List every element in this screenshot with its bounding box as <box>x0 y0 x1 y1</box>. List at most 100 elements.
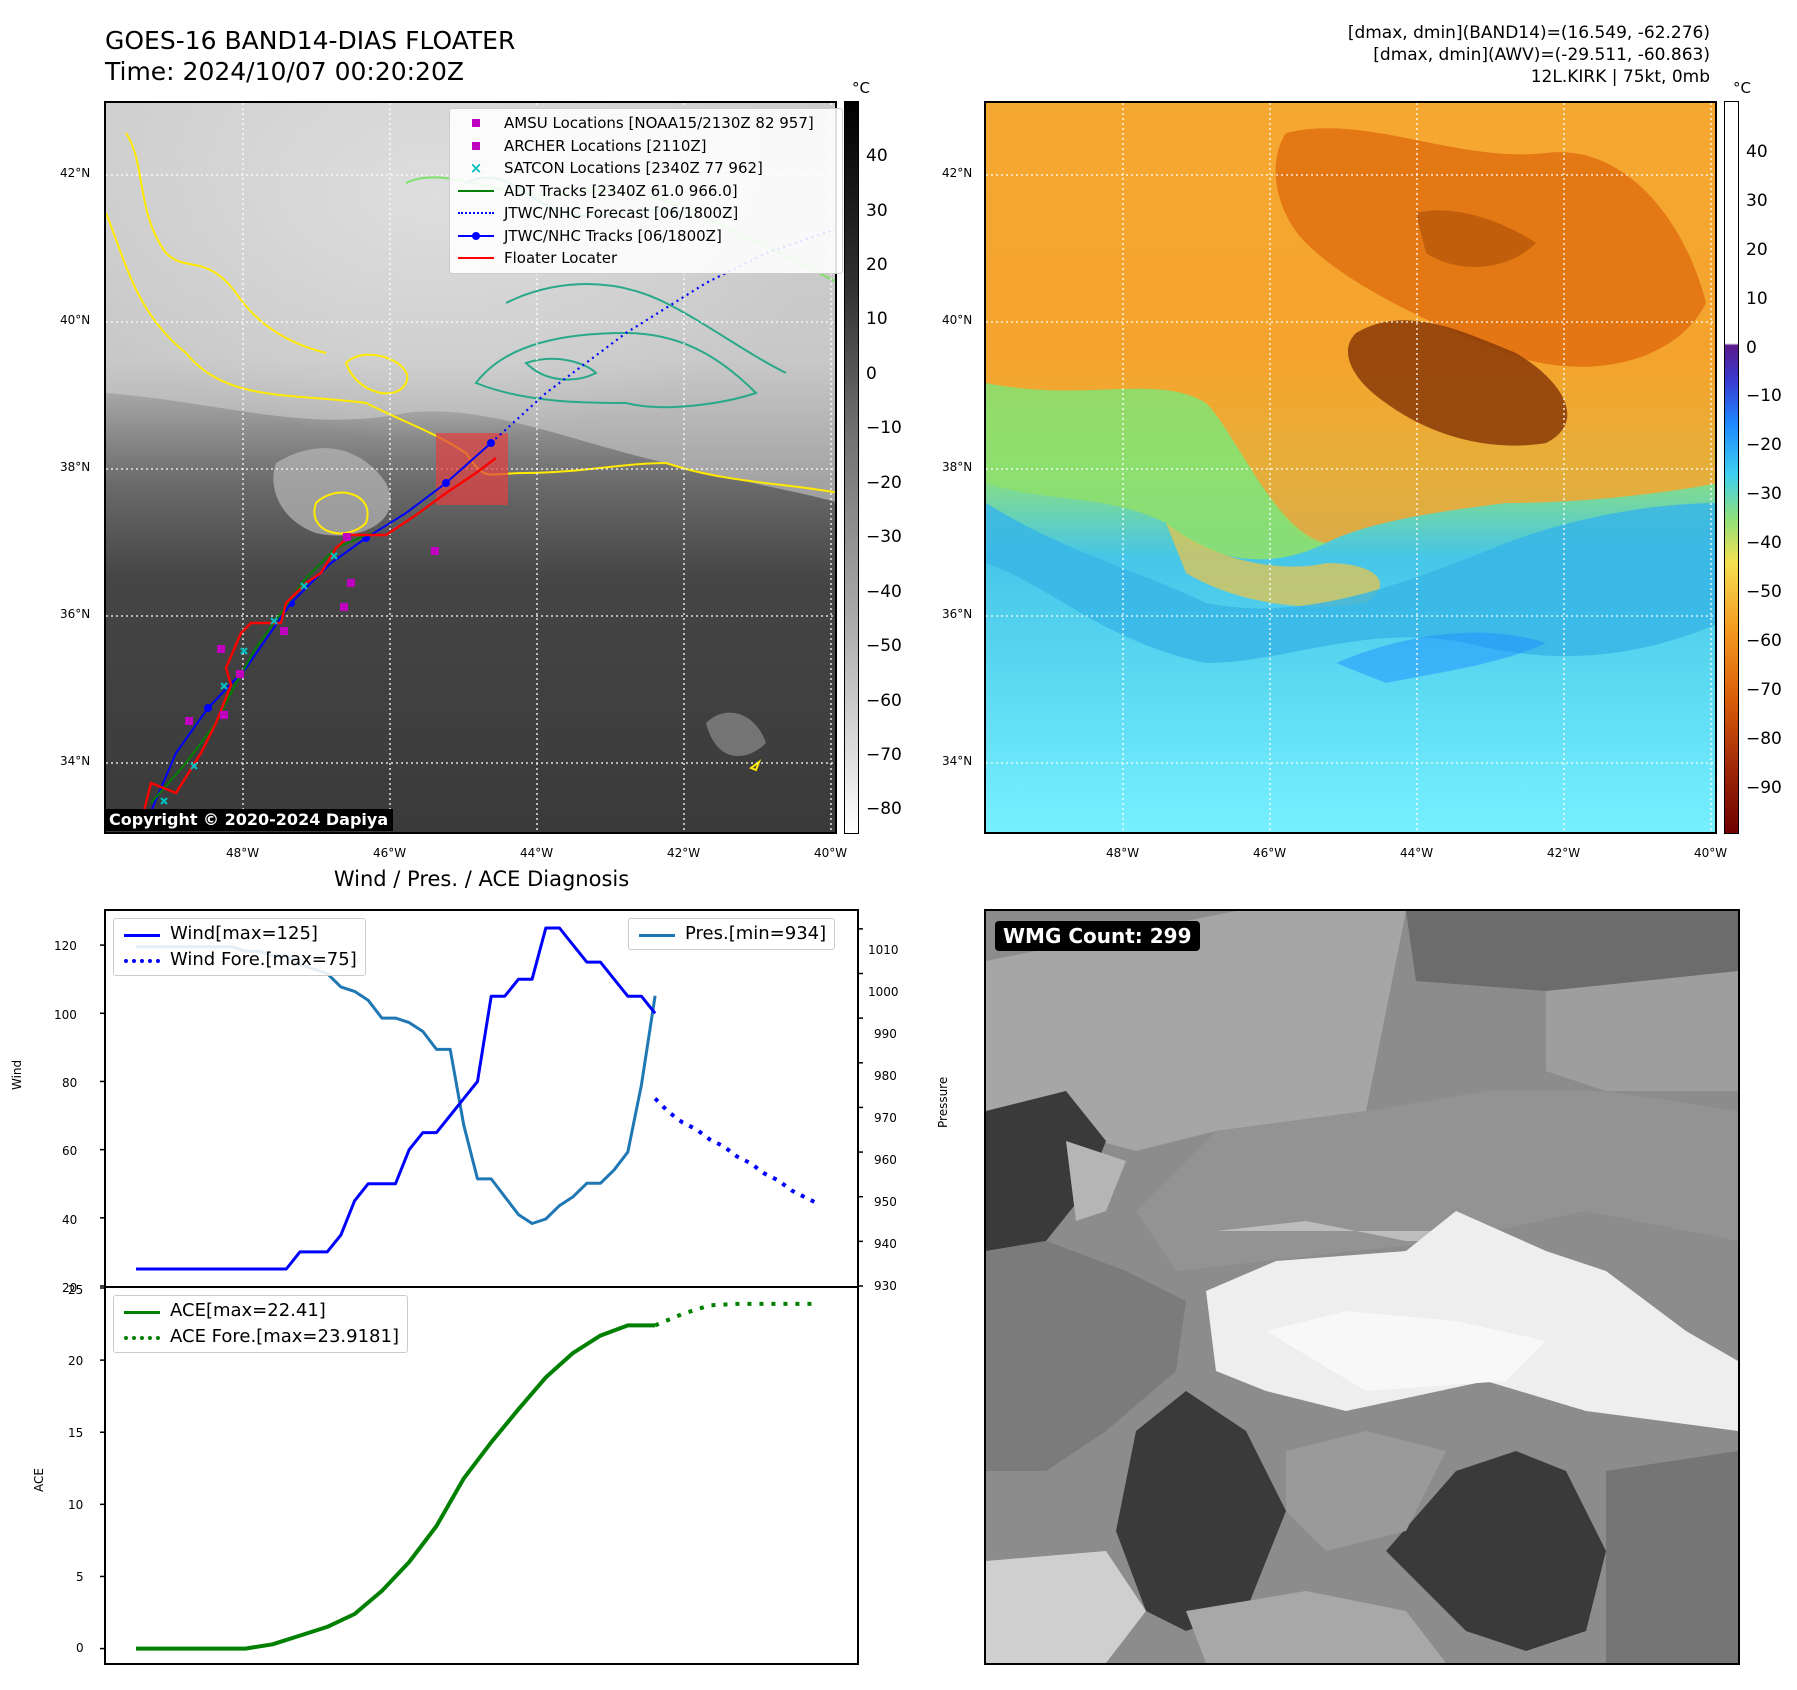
awv-map-panel <box>984 101 1717 834</box>
map-legend: AMSU Locations [NOAA15/2130Z 82 957] ARC… <box>449 108 843 274</box>
ir-colorbar-unit: °C <box>852 79 870 97</box>
ace-tick: 10 <box>68 1498 84 1512</box>
cb-tick: −50 <box>1746 582 1782 602</box>
cb-tick: −70 <box>866 745 902 765</box>
legend-label: JTWC/NHC Tracks [06/1800Z] <box>504 226 722 245</box>
cb-tick: −60 <box>866 691 902 711</box>
square-marker-icon <box>456 135 496 157</box>
ir-colorbar <box>844 101 859 834</box>
pressure-tick: 960 <box>874 1153 897 1167</box>
wind-tick: 80 <box>62 1076 78 1090</box>
wind-tick: 120 <box>54 939 77 953</box>
wind-series-line <box>136 926 657 1271</box>
lat-label: 40°N <box>60 313 91 327</box>
cb-tick: −40 <box>866 582 902 602</box>
legend-item-forecast: JTWC/NHC Forecast [06/1800Z] <box>456 202 836 225</box>
pressure-tick: 950 <box>874 1195 897 1209</box>
stats-line1: [dmax, dmin](BAND14)=(16.549, -62.276) <box>1347 23 1710 43</box>
lat-label: 36°N <box>60 607 91 621</box>
pressure-tick: 980 <box>874 1069 897 1083</box>
x-marker-icon: × <box>469 159 483 178</box>
cb-tick: −10 <box>1746 386 1782 406</box>
wind-tick: 100 <box>54 1008 77 1022</box>
cb-tick: −80 <box>866 799 902 819</box>
legend-label: Wind Fore.[max=75] <box>170 949 357 970</box>
legend-item-wind-fore: Wind Fore.[max=75] <box>122 947 357 973</box>
cb-tick: −40 <box>1746 533 1782 553</box>
wind-tick: 20 <box>62 1281 78 1295</box>
cb-tick: −30 <box>1746 484 1782 504</box>
ace-axes <box>100 1286 859 1665</box>
wmg-panel <box>984 909 1740 1665</box>
lon-label: 44°W <box>1400 846 1434 860</box>
lon-label: 46°W <box>1253 846 1287 860</box>
legend-item-archer: ARCHER Locations [2110Z] <box>456 135 836 158</box>
cb-tick: −60 <box>1746 631 1782 651</box>
lat-label: 40°N <box>942 313 973 327</box>
figure-title: GOES-16 BAND14-DIAS FLOATER Time: 2024/1… <box>105 25 515 87</box>
cb-tick: 20 <box>1746 240 1768 260</box>
ace-forecast-series-line <box>654 1301 819 1328</box>
legend-item-pressure: Pres.[min=934] <box>637 921 826 947</box>
legend-item-satcon: × SATCON Locations [2340Z 77 962] <box>456 157 836 180</box>
pressure-tick: 930 <box>874 1279 897 1293</box>
cb-tick: −20 <box>1746 435 1782 455</box>
legend-label: ADT Tracks [2340Z 61.0 966.0] <box>504 181 738 200</box>
cb-tick: 30 <box>1746 191 1768 211</box>
lat-label: 38°N <box>942 460 973 474</box>
lat-label: 36°N <box>942 607 973 621</box>
wind-legend: Wind[max=125] Wind Fore.[max=75] <box>113 918 366 976</box>
lon-label: 42°W <box>1547 846 1581 860</box>
floater-locater-line <box>142 457 497 812</box>
legend-item-ace: ACE[max=22.41] <box>122 1298 399 1324</box>
wind-tick: 40 <box>62 1213 78 1227</box>
figure-title-line1: GOES-16 BAND14-DIAS FLOATER <box>105 26 516 55</box>
pressure-tick: 970 <box>874 1111 897 1125</box>
ace-tick: 25 <box>68 1283 84 1297</box>
dotted-line-icon <box>122 949 162 971</box>
diagnosis-title: Wind / Pres. / ACE Diagnosis <box>333 867 630 891</box>
lon-label: 48°W <box>1106 846 1140 860</box>
cb-tick: −30 <box>866 527 902 547</box>
lon-label: 42°W <box>667 846 701 860</box>
cb-tick: 10 <box>866 309 888 329</box>
legend-label: Floater Locater <box>504 249 618 267</box>
solid-line-icon <box>122 1300 162 1322</box>
awv-map-image <box>986 103 1715 832</box>
legend-item-amsu: AMSU Locations [NOAA15/2130Z 82 957] <box>456 112 836 135</box>
pressure-tick: 1000 <box>868 985 899 999</box>
lat-label: 38°N <box>60 460 91 474</box>
ace-tick: 15 <box>68 1426 84 1440</box>
lon-label: 40°W <box>1694 846 1728 860</box>
wind-tick: 60 <box>62 1144 78 1158</box>
lat-label: 34°N <box>60 754 91 768</box>
pressure-tick: 990 <box>874 1027 897 1041</box>
solid-line-icon <box>456 180 496 202</box>
legend-label: ARCHER Locations [2110Z] <box>504 136 707 155</box>
stats-line3: 12L.KIRK | 75kt, 0mb <box>1530 67 1710 87</box>
wmg-count-text: WMG Count: 299 <box>1003 924 1192 948</box>
legend-label: Pres.[min=934] <box>685 923 827 944</box>
stats-info: [dmax, dmin](BAND14)=(16.549, -62.276) [… <box>1348 22 1710 88</box>
legend-item-tracks: JTWC/NHC Tracks [06/1800Z] <box>456 225 836 248</box>
adt-track-line <box>150 532 372 804</box>
cb-tick: 20 <box>866 255 888 275</box>
legend-label: Wind[max=125] <box>170 923 318 944</box>
awv-colorbar <box>1724 101 1739 834</box>
lat-label: 34°N <box>942 754 973 768</box>
cb-tick: −20 <box>866 473 902 493</box>
legend-item-ace-fore: ACE Fore.[max=23.9181] <box>122 1324 399 1350</box>
pressure-tick: 1010 <box>868 943 899 957</box>
ace-plot <box>100 1287 819 1651</box>
lon-label: 40°W <box>814 846 848 860</box>
jtwc-track-line <box>145 442 492 824</box>
figure-title-line2: Time: 2024/10/07 00:20:20Z <box>105 57 464 86</box>
legend-item-floater: Floater Locater <box>456 247 836 270</box>
wmg-image <box>986 911 1738 1663</box>
ace-tick: 0 <box>76 1641 84 1655</box>
lon-label: 44°W <box>520 846 554 860</box>
ace-ylabel: ACE <box>32 1468 46 1492</box>
legend-item-adt: ADT Tracks [2340Z 61.0 966.0] <box>456 180 836 203</box>
floater-box <box>436 433 508 505</box>
legend-label: AMSU Locations [NOAA15/2130Z 82 957] <box>504 114 814 132</box>
